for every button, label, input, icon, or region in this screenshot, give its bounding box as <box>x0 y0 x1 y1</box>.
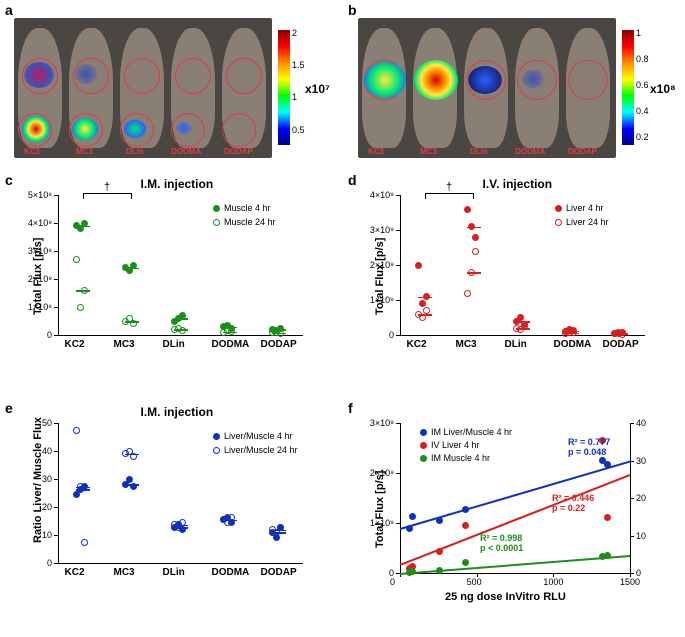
panel-label-a: a <box>5 2 13 18</box>
mice-image-b: KC2 MC3 DLin DODMA DODAP <box>358 18 616 158</box>
panel-label-b: b <box>348 2 357 18</box>
panel-label-e: e <box>5 400 13 416</box>
panel-label-f: f <box>348 400 353 416</box>
mult-b: x10⁸ <box>650 82 676 96</box>
panel-label-c: c <box>5 172 13 188</box>
chart-c: I.M. injectionTotal Flux [p/s]5×10⁸4×10⁸… <box>58 195 303 335</box>
chart-d: I.V. injectionTotal Flux [p/s]4×10⁹3×10⁹… <box>400 195 645 335</box>
chart-f: Total Flux [p/s]Ratio Liver/Muscle Flux2… <box>400 423 630 573</box>
mice-image-a: KC2 MC3 DLin DODMA DODAP <box>14 18 272 158</box>
chart-e: I.M. injectionRatio Liver/ Muscle Flux50… <box>58 423 303 563</box>
colorbar-b: 1 0.8 0.6 0.4 0.2 <box>622 30 634 145</box>
mult-a: x10⁷ <box>305 82 330 96</box>
colorbar-a: 2 1.5 1 0.5 <box>278 30 290 145</box>
panel-label-d: d <box>348 172 357 188</box>
